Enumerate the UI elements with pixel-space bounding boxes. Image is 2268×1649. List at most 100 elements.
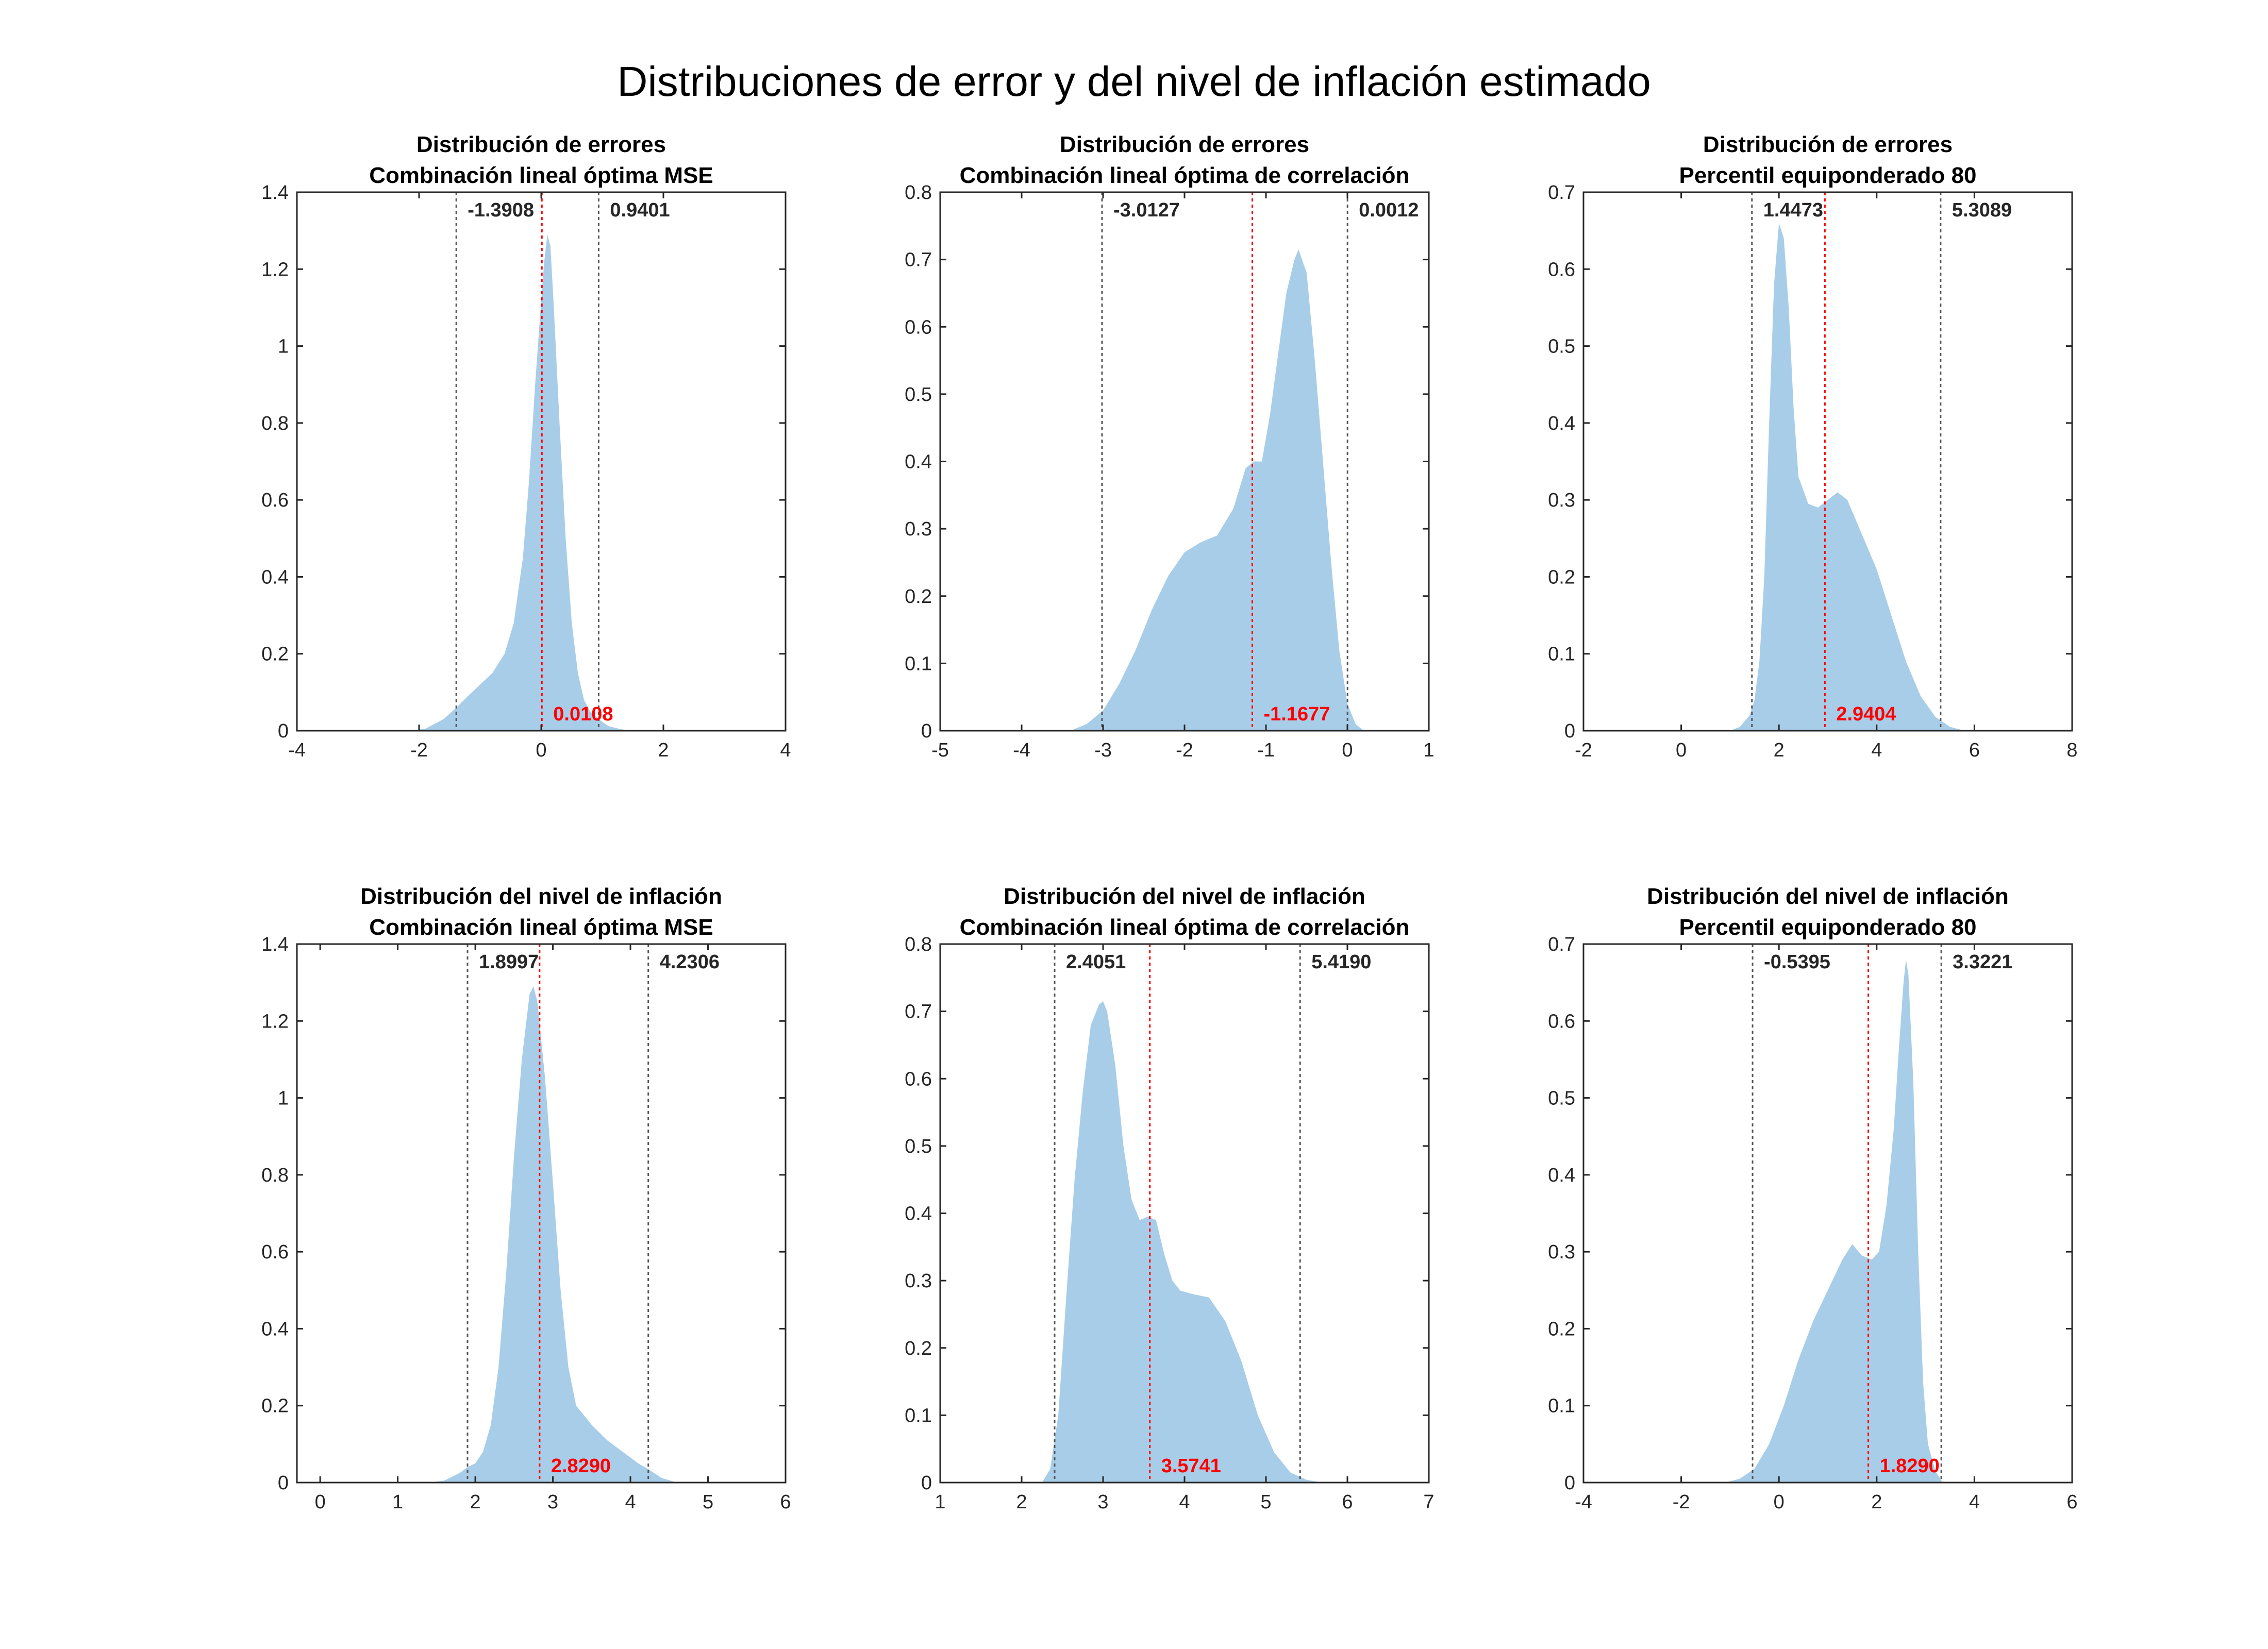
x-tick-label: 4 [1871,739,1882,761]
y-tick-label: 0.3 [905,1270,932,1292]
y-tick-label: 0 [1564,720,1575,742]
density-area [1730,223,1965,731]
subplot-1: -4 -2 0 2 4 0 0.2 0.4 0.6 0.8 1 1.2 1.4 -1.3908 0.9401… [261,132,791,761]
median-label: 3.5741 [1161,1455,1221,1477]
y-tick-label: 0.6 [261,1241,289,1263]
y-tick-label: 0.8 [261,413,289,434]
x-tick-label: -4 [1013,739,1030,761]
x-tick-label: 1 [935,1491,945,1513]
subplot-title-line-1: Distribución de errores [416,132,666,157]
x-tick-label: 1 [1423,739,1434,761]
x-tick-label: 7 [1423,1491,1434,1513]
subplot-2: -5 -4 -3 -2 -1 0 1 0 0.1 0.2 0.3 0.4 0.5 0.6 0.7 0.8 -3.… [905,132,1434,761]
x-tick-label: 0 [536,739,546,761]
x-tick-label: -2 [410,739,428,761]
x-tick-label: 5 [1260,1491,1271,1513]
subplot-3: -2 0 2 4 6 800.10.20.30.40.50.60.71.4473 5.308… [1548,132,2077,761]
axes-box [1582,191,2073,732]
x-tick-label: -2 [1673,1491,1690,1513]
lower-bound-label: 1.8997 [479,951,539,973]
lower-bound-label: -3.0127 [1113,199,1180,221]
x-tick-label: 6 [1342,1491,1353,1513]
y-tick-label: 0.1 [905,653,932,675]
density-area [407,234,633,731]
y-tick-label: 0.4 [261,1318,289,1340]
y-tick-label: 0.7 [905,1001,932,1023]
y-tick-label: 0 [278,1472,289,1494]
y-tick-label: 0.7 [1548,934,1575,955]
upper-bound-label: 0.0012 [1359,199,1419,221]
density-area [1042,1001,1323,1483]
y-tick-label: 0.2 [905,1338,932,1359]
x-tick-label: 2 [1774,739,1785,761]
y-tick-label: 0.1 [1548,644,1575,665]
y-tick-label: 0.6 [905,1068,932,1090]
subplot-title-line-2: Combinación lineal óptima de correlación [960,163,1410,188]
y-tick-label: 0.7 [1548,182,1575,204]
x-tick-label: 2 [1016,1491,1027,1513]
axes-box [296,943,787,1484]
x-tick-label: -2 [1575,739,1592,761]
y-tick-label: 0.3 [1548,490,1575,511]
y-tick-label: 0.2 [1548,566,1575,588]
subplot-title-line-1: Distribución del nivel de inflación [1004,884,1365,909]
x-tick-label: 4 [1179,1491,1190,1513]
y-tick-label: 0.2 [1548,1318,1575,1340]
y-tick-label: 1 [278,336,289,358]
lower-bound-label: -0.5395 [1764,951,1830,973]
upper-bound-label: 5.4190 [1311,951,1371,973]
y-tick-label: 0.3 [1548,1241,1575,1263]
x-tick-label: 0 [1676,739,1687,761]
subplot-6: -4 -2 0 2 4 6 0 0.1 0.2 0.3 0.4 0.5 0.6 0.7 -0.5395 3.3… [1548,884,2077,1513]
subplot-title-line-2: Percentil equiponderado 80 [1679,163,1976,188]
y-tick-label: 0.8 [261,1165,289,1186]
x-tick-label: 8 [2066,739,2077,761]
y-tick-label: 1 [278,1088,289,1109]
x-tick-label: -4 [1575,1491,1592,1513]
subplot-title-line-1: Distribución de errores [1703,132,1953,157]
density-area [1070,249,1364,731]
y-tick-label: 0.5 [1548,336,1575,358]
x-tick-label: 5 [703,1491,713,1513]
y-tick-label: 0.4 [1548,1165,1575,1186]
y-tick-label: 0 [278,720,289,742]
y-tick-label: 0.6 [261,490,289,511]
x-tick-label: 2 [1871,1491,1882,1513]
y-tick-label: 0.7 [905,249,932,271]
subplot-title-line-2: Percentil equiponderado 80 [1679,915,1976,940]
y-tick-label: 0.3 [905,518,932,540]
subplot-title-line-2: Combinación lineal óptima de correlación [960,915,1410,940]
upper-bound-label: 4.2306 [660,951,720,973]
y-tick-label: 0.8 [905,934,932,955]
subplot-title-line-1: Distribución del nivel de inflación [360,884,722,909]
lower-bound-label: 2.4051 [1066,951,1126,973]
y-tick-label: 0.2 [261,1395,289,1417]
median-label: -1.1677 [1264,703,1330,725]
x-tick-label: 0 [1342,739,1353,761]
y-tick-label: 0.2 [261,644,289,665]
upper-bound-label: 0.9401 [610,199,670,221]
x-tick-label: 0 [1774,1491,1785,1513]
x-tick-label: -4 [288,739,306,761]
x-tick-label: 6 [1969,739,1980,761]
subplot-title-line-2: Combinación lineal óptima MSE [369,915,713,940]
median-label: 0.0108 [553,703,613,725]
median-label: 2.8290 [551,1455,611,1477]
density-area [428,986,677,1483]
x-tick-label: 3 [1097,1491,1108,1513]
y-tick-label: 0.1 [905,1405,932,1426]
upper-bound-label: 5.3089 [1952,199,2012,221]
x-tick-label: 3 [547,1491,558,1513]
lower-bound-label: -1.3908 [468,199,534,221]
axes-box [1582,943,2073,1484]
y-tick-label: 0.5 [1548,1088,1575,1109]
y-tick-label: 0.4 [905,451,932,473]
x-tick-label: 4 [780,739,791,761]
y-tick-label: 0.8 [905,182,932,204]
x-tick-label: 0 [315,1491,326,1513]
y-tick-label: 0.4 [905,1203,932,1225]
x-tick-label: 4 [1969,1491,1980,1513]
y-tick-label: 1.2 [261,1011,289,1032]
density-area [1725,959,1943,1483]
